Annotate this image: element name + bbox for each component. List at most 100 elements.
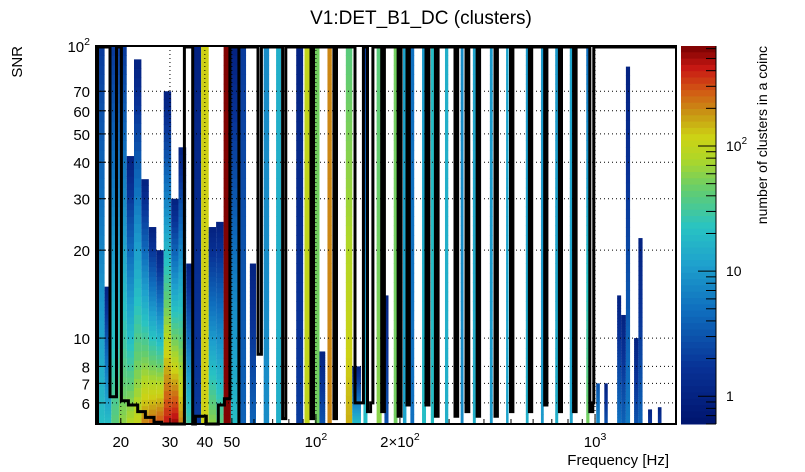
heatmap-cell xyxy=(296,55,304,66)
heatmap-cell xyxy=(126,176,134,184)
heatmap-cell xyxy=(163,216,172,225)
heatmap-cell xyxy=(163,166,172,175)
heatmap-cell xyxy=(304,329,310,340)
heatmap-cell xyxy=(604,421,608,424)
heatmap-cell xyxy=(604,393,608,396)
heatmap-cell xyxy=(171,362,179,369)
heatmap-cell xyxy=(621,314,626,319)
heatmap-cell xyxy=(104,420,112,425)
heatmap-cell xyxy=(208,379,217,386)
heatmap-cell xyxy=(163,191,172,200)
heatmap-cell xyxy=(586,414,590,425)
heatmap-cell xyxy=(141,197,149,205)
heatmap-cell xyxy=(249,411,256,417)
heatmap-cell xyxy=(319,378,326,381)
threshold-outline xyxy=(572,46,578,414)
heatmap-cell xyxy=(263,159,270,170)
heatmap-cell xyxy=(555,159,559,170)
heatmap-cell xyxy=(472,329,476,340)
heatmap-cell xyxy=(506,348,509,359)
heatmap-cell xyxy=(230,282,239,293)
heatmap-cell xyxy=(506,102,509,113)
heatmap-cell xyxy=(208,414,217,420)
heatmap-cell xyxy=(617,420,622,425)
heatmap-cell xyxy=(352,379,361,382)
heatmap-cell xyxy=(304,291,310,302)
heatmap-cell xyxy=(596,391,600,393)
heatmap-cell xyxy=(133,360,142,370)
heatmap-cell xyxy=(97,93,105,104)
heatmap-cell xyxy=(384,407,389,412)
heatmap-cell xyxy=(540,149,544,160)
heatmap-cell xyxy=(506,159,509,170)
heatmap-cell xyxy=(296,197,304,208)
heatmap-cell xyxy=(171,204,179,211)
heatmap-cell xyxy=(617,362,622,367)
heatmap-cell xyxy=(444,272,449,283)
heatmap-cell xyxy=(410,395,415,406)
heatmap-cell xyxy=(156,393,164,399)
heatmap-cell xyxy=(444,64,449,75)
heatmap-cell xyxy=(410,291,415,302)
heatmap-cell xyxy=(208,359,217,366)
heatmap-cell xyxy=(625,272,631,282)
heatmap-cell xyxy=(319,385,326,389)
heatmap-cell xyxy=(569,329,573,340)
heatmap-cell xyxy=(178,271,187,280)
heatmap-cell xyxy=(163,390,172,400)
heatmap-cell xyxy=(327,244,332,255)
heatmap-cell xyxy=(617,324,622,329)
colorbar-band xyxy=(681,90,716,97)
heatmap-cell xyxy=(216,393,224,400)
heatmap-cell xyxy=(430,74,435,85)
heatmap-cell xyxy=(171,266,179,273)
heatmap-cell xyxy=(216,267,224,273)
heatmap-cell xyxy=(634,383,639,386)
heatmap-cell xyxy=(345,216,353,227)
heatmap-cell xyxy=(249,307,256,313)
heatmap-cell xyxy=(276,140,282,151)
heatmap-cell xyxy=(363,64,368,75)
heatmap-cell xyxy=(201,376,209,387)
heatmap-cell xyxy=(393,225,398,236)
heatmap-cell xyxy=(133,232,142,243)
heatmap-cell xyxy=(104,379,112,384)
heatmap-cell xyxy=(223,187,231,198)
heatmap-cell xyxy=(352,373,361,376)
heatmap-cell xyxy=(625,281,631,291)
heatmap-cell xyxy=(402,46,407,56)
heatmap-cell xyxy=(238,83,247,94)
heatmap-cell xyxy=(216,333,224,339)
heatmap-cell xyxy=(263,263,270,274)
heatmap-cell xyxy=(186,403,194,409)
heatmap-cell xyxy=(296,46,304,56)
heatmap-cell xyxy=(634,393,639,397)
heatmap-cell xyxy=(460,376,464,387)
heatmap-cell xyxy=(410,178,415,189)
heatmap-cell xyxy=(393,131,398,141)
heatmap-cell xyxy=(634,406,639,410)
heatmap-cell xyxy=(216,257,224,263)
heatmap-cell xyxy=(525,46,529,56)
heatmap-cell xyxy=(402,376,407,387)
heatmap-cell xyxy=(402,178,407,189)
heatmap-cell xyxy=(422,320,427,330)
heatmap-cell xyxy=(540,338,544,349)
heatmap-cell xyxy=(141,307,149,315)
heatmap-cell xyxy=(625,129,631,139)
heatmap-cell xyxy=(186,295,194,301)
heatmap-cell xyxy=(163,257,172,267)
heatmap-cell xyxy=(506,197,509,208)
heatmap-cell xyxy=(402,83,407,94)
heatmap-cell xyxy=(126,310,134,318)
heatmap-cell xyxy=(621,361,626,365)
heatmap-cell xyxy=(422,121,427,132)
heatmap-cell xyxy=(319,384,326,387)
heatmap-cell xyxy=(634,374,639,378)
heatmap-cell xyxy=(276,83,282,94)
heatmap-cell xyxy=(410,338,415,349)
heatmap-cell xyxy=(460,263,464,274)
heatmap-cell xyxy=(319,391,326,394)
colorbar-band xyxy=(681,405,716,412)
heatmap-cell xyxy=(540,367,544,378)
